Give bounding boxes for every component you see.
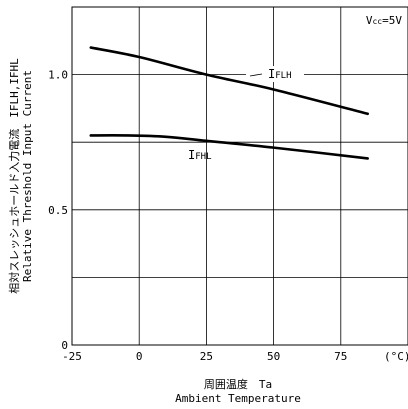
- svg-text:IFHL: IFHL: [188, 148, 212, 162]
- x-tick-label: 0: [136, 350, 143, 363]
- x-axis-title-en: Ambient Temperature: [175, 392, 301, 405]
- x-tick-labels: -25 0 25 50 75: [62, 350, 347, 363]
- series-line-ifhl: [89, 134, 369, 160]
- series-group: [89, 46, 369, 160]
- y-tick-label: 0.5: [48, 204, 68, 217]
- series-line-iflh: [89, 46, 369, 116]
- y-tick-label: 1.0: [48, 69, 68, 82]
- series-label-iflh: IFLH: [246, 66, 304, 82]
- grid: [72, 7, 408, 345]
- x-unit-label: (°C): [384, 350, 408, 363]
- x-tick-label: 25: [200, 350, 213, 363]
- series-label-ifhl: IFHL: [188, 148, 212, 162]
- x-tick-label: 50: [267, 350, 280, 363]
- plot-frame: [71, 6, 408, 346]
- x-tick-label: 75: [334, 350, 347, 363]
- x-tick-label: -25: [62, 350, 82, 363]
- svg-text:IFLH: IFLH: [268, 67, 292, 81]
- x-axis-title-jp: 周囲温度 Ta: [204, 377, 272, 391]
- y-axis-title-en: Relative Threshold Input Current: [21, 70, 34, 282]
- y-axis-title-jp: 相対スレッシュホールド入力電流 IFLH,IFHL: [7, 58, 21, 294]
- y-tick-label: 0: [61, 339, 68, 352]
- y-tick-labels: 0 0.5 1.0: [48, 69, 68, 352]
- y-axis-title: 相対スレッシュホールド入力電流 IFLH,IFHL Relative Thres…: [7, 58, 34, 294]
- condition-label: Vcc=5V: [366, 14, 403, 27]
